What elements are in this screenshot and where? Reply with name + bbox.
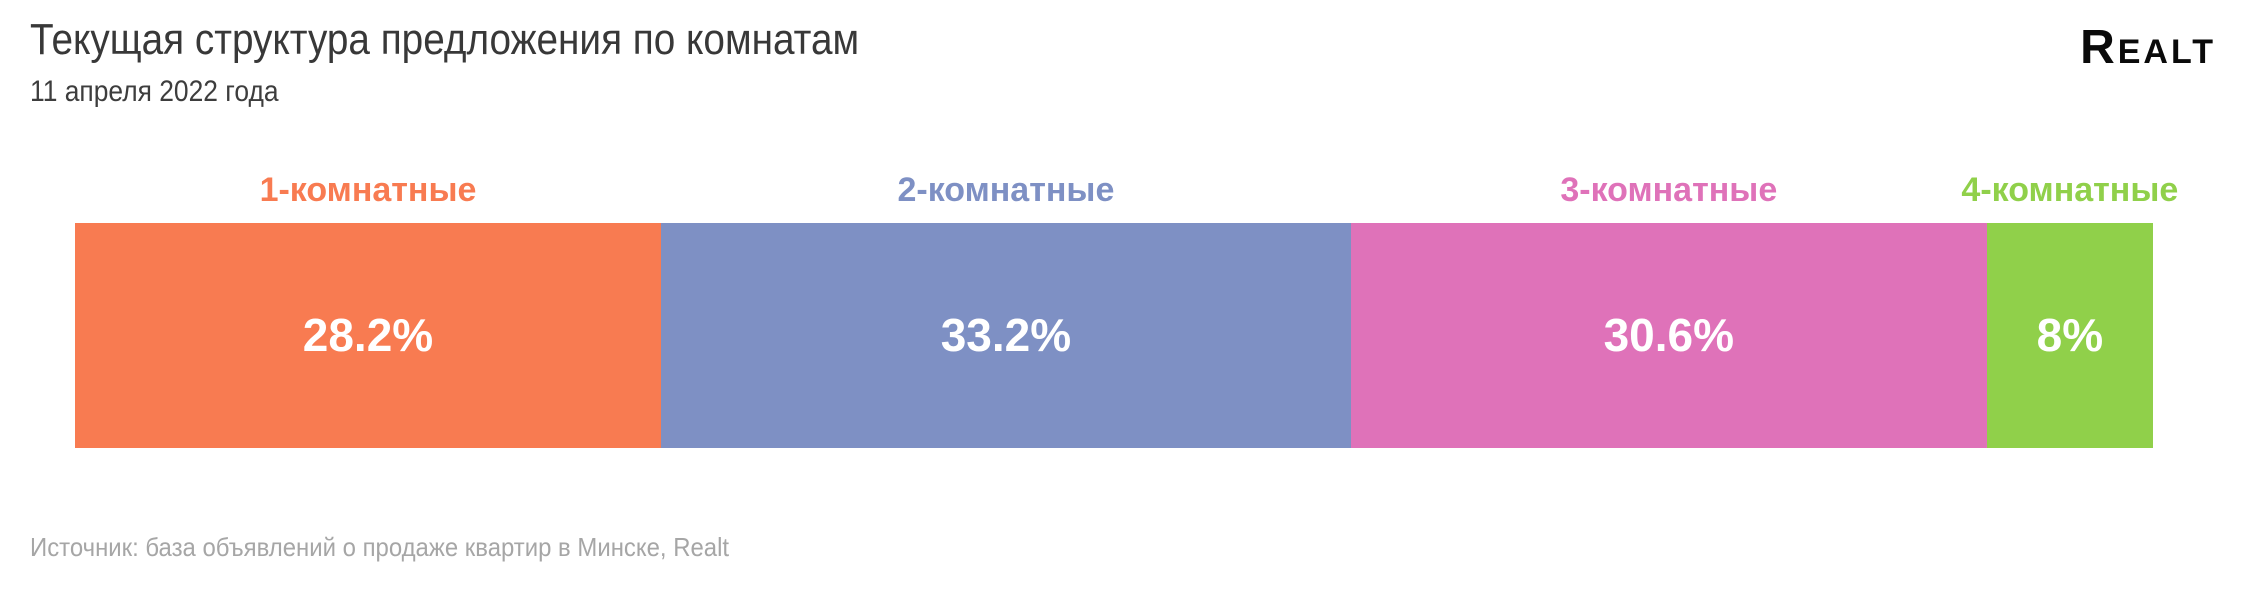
chart-date-subtitle: 11 апреля 2022 года: [30, 74, 279, 108]
segment-label-text: 4-комнатные: [1961, 171, 2179, 209]
chart-header: Текущая структура предложения по комната…: [30, 14, 972, 109]
segment-value-label: 33.2%: [940, 309, 1072, 362]
realt-logo: Realt: [2080, 21, 2216, 74]
segment-label-1-rooms: 1-комнатные: [75, 170, 661, 211]
segment-labels-row: 1-комнатные 2-комнатные 3-комнатные 4-комна…: [75, 170, 2179, 211]
segment-label-text: 3-комнатные: [1560, 171, 1778, 209]
stacked-bar: 28.2% 33.2% 30.6% 8%: [75, 222, 2153, 448]
stacked-bar-chart: 1-комнатные 2-комнатные 3-комнатные 4-комна…: [75, 170, 2179, 448]
bar-segment-3-rooms: 30.6%: [1350, 222, 1987, 448]
segment-label-2-rooms: 2-комнатные: [661, 170, 1351, 211]
segment-value-label: 8%: [2036, 309, 2104, 362]
segment-label-3-rooms: 3-комнатные: [1351, 170, 1987, 211]
chart-title: Текущая структура предложения по комната…: [30, 15, 860, 64]
bar-segment-4-rooms: 8%: [1986, 222, 2153, 448]
source-note: Источник: база объявлений о продаже квар…: [30, 532, 730, 562]
bar-segment-1-rooms: 28.2%: [75, 222, 661, 448]
segment-value-label: 30.6%: [1603, 309, 1735, 362]
segment-label-text: 1-комнатные: [259, 171, 477, 209]
bar-segment-2-rooms: 33.2%: [660, 222, 1351, 448]
segment-label-text: 2-комнатные: [897, 171, 1115, 209]
segment-value-label: 28.2%: [302, 309, 434, 362]
segment-label-4-rooms: 4-комнатные: [1961, 170, 2178, 211]
